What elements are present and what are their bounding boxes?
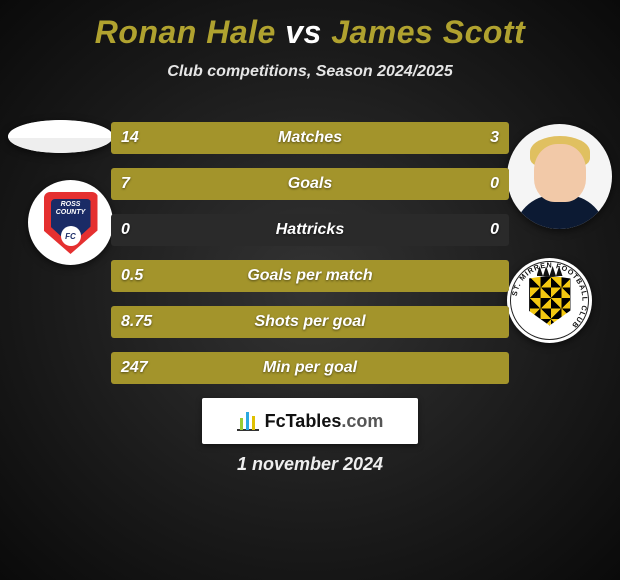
- club1-line1: ROSS: [61, 201, 81, 209]
- club1-line2: COUNTY: [56, 209, 86, 217]
- branding-site: FcTables: [265, 411, 342, 431]
- fctables-icon: [237, 410, 259, 432]
- stat-label: Min per goal: [111, 352, 509, 384]
- stat-label: Goals: [111, 168, 509, 200]
- stat-label: Shots per goal: [111, 306, 509, 338]
- vs-label: vs: [285, 14, 322, 50]
- subtitle: Club competitions, Season 2024/2025: [0, 63, 620, 81]
- branding-domain: .com: [341, 411, 383, 431]
- stats-table: 143Matches 70Goals 00Hattricks 0.5Goals per…: [111, 122, 509, 398]
- stat-row: 8.75Shots per goal: [111, 306, 509, 338]
- club1-fc: FC: [61, 226, 81, 246]
- stat-row: 0.5Goals per match: [111, 260, 509, 292]
- comparison-title: Ronan Hale vs James Scott: [0, 0, 620, 51]
- club2-badge: ST. MIRREN FOOTBALL CLUB: [507, 258, 592, 343]
- stat-row: 247Min per goal: [111, 352, 509, 384]
- stat-label: Goals per match: [111, 260, 509, 292]
- club1-badge: ROSS COUNTY FC: [28, 180, 113, 265]
- stat-row: 70Goals: [111, 168, 509, 200]
- stat-label: Hattricks: [111, 214, 509, 246]
- stat-row: 143Matches: [111, 122, 509, 154]
- stat-row: 00Hattricks: [111, 214, 509, 246]
- player2-avatar: [507, 124, 612, 229]
- stat-label: Matches: [111, 122, 509, 154]
- player2-name: James Scott: [331, 14, 525, 50]
- branding-text: FcTables.com: [265, 411, 384, 432]
- snapshot-date: 1 november 2024: [0, 454, 620, 475]
- player1-avatar: [8, 120, 113, 153]
- player1-name: Ronan Hale: [95, 14, 276, 50]
- branding-badge: FcTables.com: [202, 398, 418, 444]
